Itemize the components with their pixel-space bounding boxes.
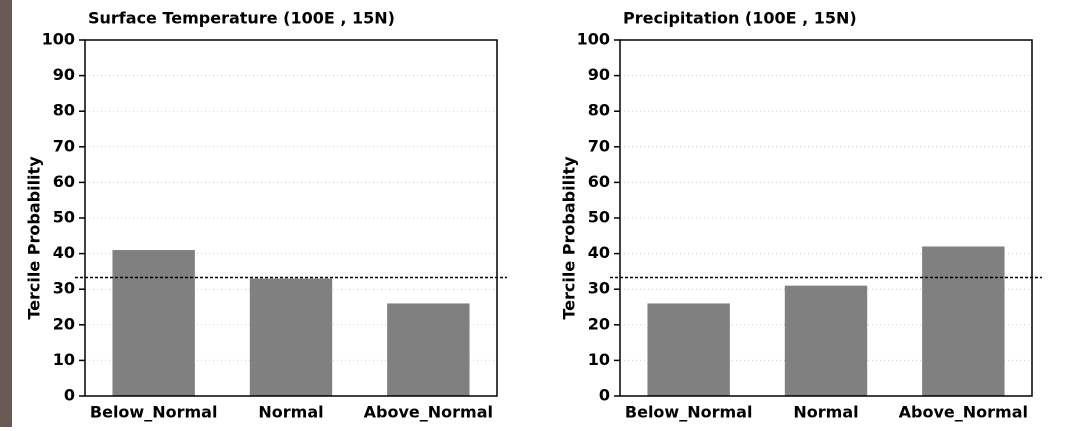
y-tick-label: 40 — [588, 243, 610, 262]
y-tick-label: 20 — [53, 314, 75, 333]
y-tick-label: 10 — [53, 350, 75, 369]
y-tick-label: 90 — [588, 65, 610, 84]
y-tick-label: 70 — [53, 136, 75, 155]
y-axis-label: Tercile Probability — [25, 156, 44, 320]
chart-title: Precipitation (100E , 15N) — [623, 9, 857, 28]
y-tick-label: 100 — [577, 30, 610, 49]
x-tick-label: Normal — [258, 403, 323, 422]
y-tick-label: 50 — [588, 208, 610, 227]
y-tick-label: 80 — [53, 101, 75, 120]
bar — [647, 303, 730, 396]
y-tick-label: 40 — [53, 243, 75, 262]
y-tick-label: 100 — [42, 30, 75, 49]
y-axis-label: Tercile Probability — [560, 156, 579, 320]
y-tick-label: 20 — [588, 314, 610, 333]
chart-title: Surface Temperature (100E , 15N) — [88, 9, 395, 28]
y-tick-label: 30 — [588, 279, 610, 298]
y-tick-label: 30 — [53, 279, 75, 298]
plot-frame — [84, 39, 498, 397]
bar — [387, 303, 470, 396]
plot-frame — [619, 39, 1033, 397]
y-tick-label: 10 — [588, 350, 610, 369]
y-tick-label: 0 — [64, 386, 75, 405]
bar — [112, 250, 195, 396]
y-tick-label: 70 — [588, 136, 610, 155]
y-tick-label: 50 — [53, 208, 75, 227]
x-tick-label: Normal — [793, 403, 858, 422]
bar — [249, 278, 333, 396]
y-tick-label: 90 — [53, 65, 75, 84]
x-tick-label: Above_Normal — [899, 403, 1028, 422]
bar — [784, 285, 868, 396]
x-tick-label: Above_Normal — [364, 403, 493, 422]
x-tick-label: Below_Normal — [90, 403, 218, 422]
y-tick-label: 60 — [53, 172, 75, 191]
x-tick-label: Below_Normal — [625, 403, 753, 422]
bar — [922, 246, 1005, 396]
y-tick-label: 0 — [599, 386, 610, 405]
y-tick-label: 60 — [588, 172, 610, 191]
y-tick-label: 80 — [588, 101, 610, 120]
background-fragment — [0, 0, 12, 427]
